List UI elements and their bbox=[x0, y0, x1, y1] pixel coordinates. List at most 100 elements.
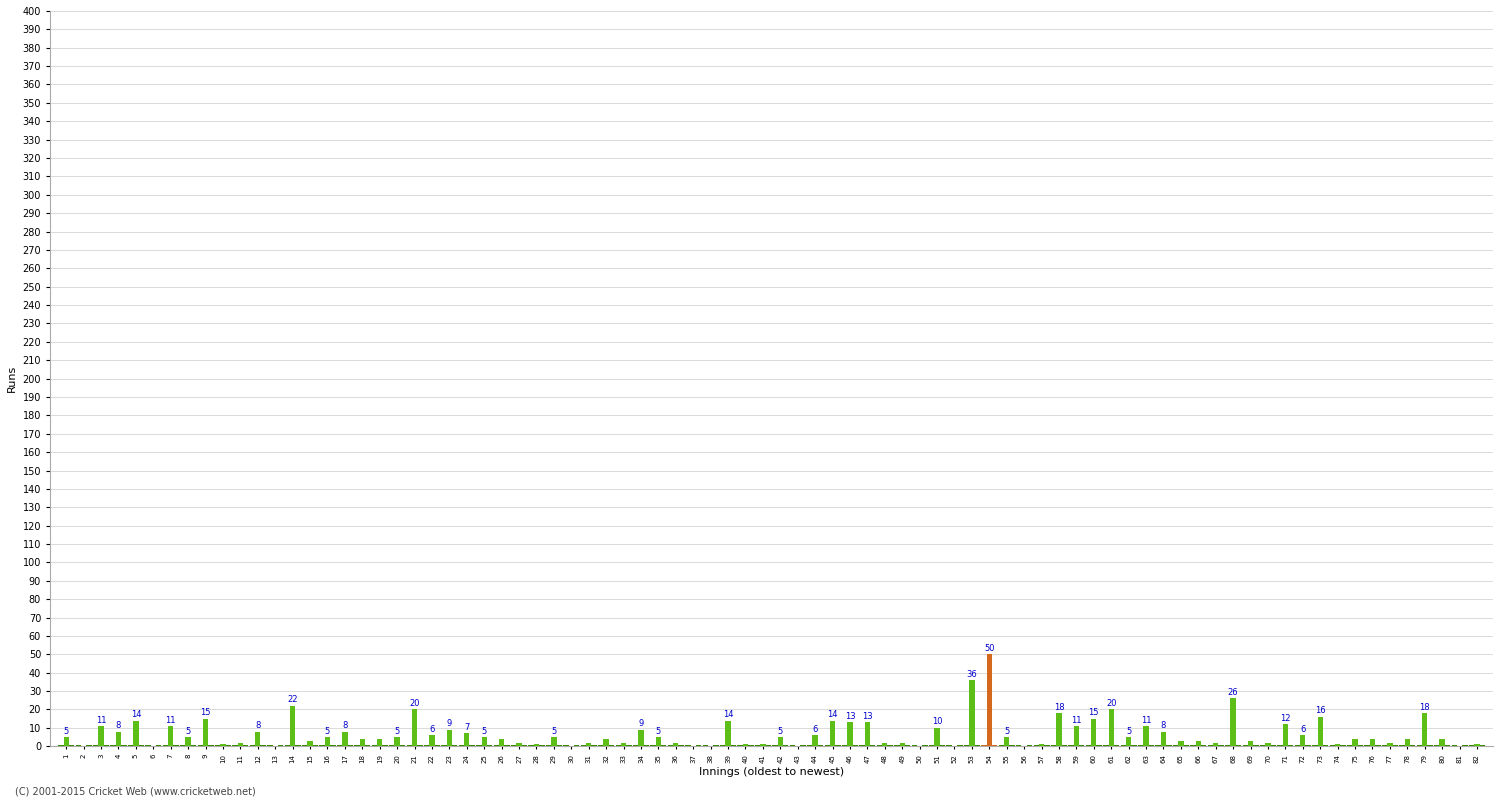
Bar bbox=[1474, 745, 1479, 746]
Bar bbox=[864, 722, 870, 746]
Text: 8: 8 bbox=[255, 721, 261, 730]
Bar bbox=[202, 718, 208, 746]
Bar bbox=[308, 741, 312, 746]
Text: 14: 14 bbox=[828, 710, 839, 719]
Bar bbox=[1248, 741, 1252, 746]
Bar bbox=[550, 737, 556, 746]
Text: 14: 14 bbox=[723, 710, 734, 719]
Text: 5: 5 bbox=[186, 726, 190, 735]
Bar bbox=[63, 737, 69, 746]
Bar bbox=[482, 737, 488, 746]
Bar bbox=[464, 734, 470, 746]
Bar bbox=[360, 739, 364, 746]
Bar bbox=[1004, 737, 1010, 746]
Text: 14: 14 bbox=[130, 710, 141, 719]
Bar bbox=[1074, 726, 1078, 746]
Bar bbox=[882, 742, 888, 746]
Bar bbox=[1266, 742, 1270, 746]
Bar bbox=[726, 721, 730, 746]
Bar bbox=[134, 721, 138, 746]
Bar bbox=[429, 735, 435, 746]
Bar bbox=[186, 737, 190, 746]
Text: 15: 15 bbox=[1089, 708, 1100, 718]
Bar bbox=[1196, 741, 1202, 746]
Text: 18: 18 bbox=[1419, 702, 1430, 712]
Bar bbox=[1404, 739, 1410, 746]
Bar bbox=[1282, 724, 1288, 746]
Y-axis label: Runs: Runs bbox=[8, 365, 16, 392]
Text: 11: 11 bbox=[96, 715, 106, 725]
Text: 6: 6 bbox=[813, 725, 818, 734]
Bar bbox=[621, 742, 626, 746]
Bar bbox=[1300, 735, 1305, 746]
Text: 16: 16 bbox=[1316, 706, 1326, 715]
Text: 10: 10 bbox=[932, 718, 942, 726]
Text: 36: 36 bbox=[966, 670, 978, 678]
Text: 22: 22 bbox=[288, 695, 298, 704]
Text: 9: 9 bbox=[639, 719, 644, 728]
Text: 15: 15 bbox=[201, 708, 211, 718]
Bar bbox=[1353, 739, 1358, 746]
Bar bbox=[220, 745, 225, 746]
Text: 11: 11 bbox=[165, 715, 176, 725]
Bar bbox=[674, 742, 678, 746]
Bar bbox=[1143, 726, 1149, 746]
Text: 11: 11 bbox=[1142, 715, 1152, 725]
Text: 5: 5 bbox=[656, 726, 662, 735]
Bar bbox=[639, 730, 644, 746]
Bar bbox=[847, 722, 852, 746]
Bar bbox=[1161, 731, 1166, 746]
Bar bbox=[1056, 713, 1062, 746]
Text: 20: 20 bbox=[410, 699, 420, 708]
Bar bbox=[1108, 710, 1114, 746]
Text: 6: 6 bbox=[1300, 725, 1305, 734]
Bar bbox=[1317, 717, 1323, 746]
Bar bbox=[342, 731, 348, 746]
Bar bbox=[1126, 737, 1131, 746]
Bar bbox=[413, 710, 417, 746]
Bar bbox=[1090, 718, 1096, 746]
Text: 13: 13 bbox=[844, 712, 855, 721]
Bar bbox=[1040, 745, 1044, 746]
Bar bbox=[987, 654, 992, 746]
Text: 50: 50 bbox=[984, 644, 994, 653]
Bar bbox=[934, 728, 939, 746]
Text: 5: 5 bbox=[552, 726, 556, 735]
X-axis label: Innings (oldest to newest): Innings (oldest to newest) bbox=[699, 767, 844, 777]
Bar bbox=[969, 680, 975, 746]
Text: 5: 5 bbox=[394, 726, 400, 735]
Bar bbox=[447, 730, 452, 746]
Text: 9: 9 bbox=[447, 719, 452, 728]
Bar bbox=[516, 742, 522, 746]
Bar bbox=[1335, 745, 1341, 746]
Bar bbox=[586, 742, 591, 746]
Bar bbox=[813, 735, 818, 746]
Bar bbox=[1440, 739, 1444, 746]
Bar bbox=[290, 706, 296, 746]
Text: 5: 5 bbox=[482, 726, 488, 735]
Text: 20: 20 bbox=[1106, 699, 1116, 708]
Bar bbox=[116, 731, 122, 746]
Text: 5: 5 bbox=[63, 726, 69, 735]
Bar bbox=[900, 742, 904, 746]
Text: 8: 8 bbox=[342, 721, 348, 730]
Text: 18: 18 bbox=[1053, 702, 1065, 712]
Bar bbox=[1388, 742, 1392, 746]
Bar bbox=[237, 742, 243, 746]
Text: 8: 8 bbox=[116, 721, 122, 730]
Bar bbox=[534, 745, 538, 746]
Bar bbox=[760, 745, 765, 746]
Text: 13: 13 bbox=[862, 712, 873, 721]
Bar bbox=[99, 726, 104, 746]
Text: 5: 5 bbox=[1126, 726, 1131, 735]
Text: 6: 6 bbox=[429, 725, 435, 734]
Bar bbox=[376, 739, 382, 746]
Bar bbox=[500, 739, 504, 746]
Text: 26: 26 bbox=[1228, 688, 1239, 697]
Bar bbox=[656, 737, 662, 746]
Text: 5: 5 bbox=[1004, 726, 1010, 735]
Bar bbox=[830, 721, 836, 746]
Text: (C) 2001-2015 Cricket Web (www.cricketweb.net): (C) 2001-2015 Cricket Web (www.cricketwe… bbox=[15, 786, 255, 796]
Bar bbox=[777, 737, 783, 746]
Bar bbox=[394, 737, 400, 746]
